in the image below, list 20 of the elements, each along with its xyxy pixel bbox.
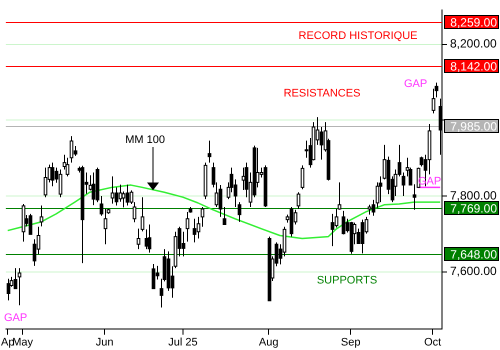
annotation: SUPPORTS xyxy=(316,274,378,287)
ref-line-label: 7,769.00 xyxy=(450,201,498,216)
x-tick-label: Sep xyxy=(340,336,360,348)
x-tick-label: Aug xyxy=(258,336,278,348)
annotation: RESISTANCES xyxy=(284,88,360,100)
x-tick-label: Jul 25 xyxy=(168,336,198,348)
ref-line-label: 7,985.00 xyxy=(450,119,498,134)
x-tick-label: May xyxy=(12,336,34,348)
ref-line-label: 7,648.00 xyxy=(450,247,498,262)
text: MM 100 xyxy=(125,134,165,146)
y-tick-label: 8,200.00 xyxy=(450,36,498,51)
y-tick-label: 7,800.00 xyxy=(450,188,498,202)
annotation: GAP xyxy=(4,312,28,324)
ref-line-label: 8,142.00 xyxy=(450,59,498,74)
x-tick-label: Jun xyxy=(96,336,114,348)
ref-line-label: 8,259.00 xyxy=(450,15,498,30)
y-tick-label: 7,600.00 xyxy=(450,264,498,278)
annotation: GAP xyxy=(404,78,428,90)
x-tick-label: Oct xyxy=(424,336,442,348)
annotation: RECORD HISTORIQUE xyxy=(298,30,418,42)
